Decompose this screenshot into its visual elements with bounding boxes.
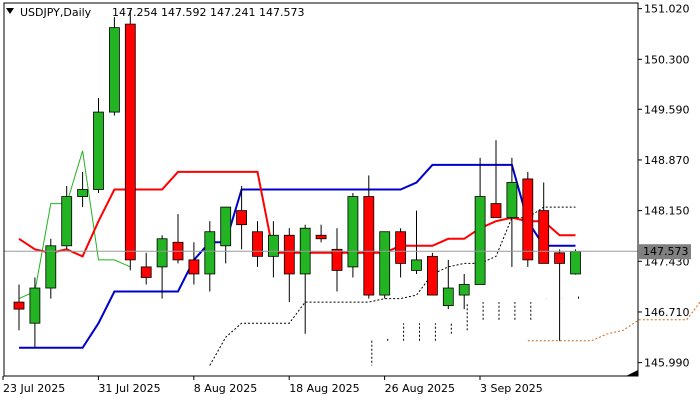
candle <box>220 206 232 264</box>
chikou-span-line <box>18 150 131 300</box>
candle-body-bull <box>29 287 41 324</box>
symbol-label: USDJPY,Daily <box>20 6 92 19</box>
current-price-tag: 147.573 <box>639 244 691 260</box>
candle <box>411 210 422 274</box>
candle <box>93 98 104 194</box>
candle-body-bear <box>283 234 295 275</box>
candle-body-bull <box>220 206 232 247</box>
candle <box>283 228 295 303</box>
current-price-label: 147.573 <box>643 245 689 258</box>
candle-body-bear <box>236 210 248 226</box>
candle-body-bull <box>77 189 88 197</box>
candle <box>506 157 518 267</box>
candle <box>267 221 279 278</box>
candles <box>13 10 581 348</box>
candle-body-bull <box>570 251 581 275</box>
candle-body-bear <box>554 252 565 264</box>
x-tick-label: 18 Aug 2025 <box>289 382 359 395</box>
candle-body-bull <box>61 196 73 247</box>
candle <box>77 171 88 208</box>
candle-body-bull <box>93 111 104 190</box>
candle-body-bull <box>204 231 216 275</box>
candle <box>570 249 581 275</box>
y-tick-label: 150.300 <box>644 53 690 66</box>
candle-body-bear <box>426 255 438 296</box>
scroll-shift-icon[interactable] <box>626 370 638 376</box>
x-axis: 23 Jul 2025 31 Jul 2025 8 Aug 2025 18 Aug 2… <box>2 376 543 395</box>
candle <box>538 182 550 264</box>
candle <box>61 185 73 250</box>
candle <box>315 224 327 243</box>
candle <box>13 284 25 331</box>
candle-body-bull <box>109 27 120 113</box>
candle <box>109 17 120 116</box>
candle <box>331 228 343 292</box>
candle-body-bear <box>331 248 343 271</box>
candle <box>442 259 454 310</box>
candle <box>379 231 391 299</box>
x-tick-label: 8 Aug 2025 <box>194 382 257 395</box>
candle <box>252 221 263 267</box>
candle-body-bull <box>379 231 391 296</box>
x-tick-label: 3 Sep 2025 <box>480 382 543 395</box>
y-tick-label: 145.990 <box>644 357 690 370</box>
candle <box>363 175 375 299</box>
candle-body-bull <box>347 196 359 268</box>
candle <box>156 235 168 299</box>
x-tick-label: 26 Aug 2025 <box>385 382 455 395</box>
dropdown-triangle-icon[interactable] <box>6 8 14 14</box>
candle-body-bull <box>474 196 486 285</box>
candle-body-bear <box>522 178 534 261</box>
candle-body-bear <box>395 231 407 264</box>
candle <box>395 228 407 278</box>
ohlc-readout: 147.254 147.592 147.241 147.573 <box>112 6 304 19</box>
candle <box>236 185 248 250</box>
candle <box>140 252 152 285</box>
y-axis: 151.020150.300149.590148.870148.150147.4… <box>638 3 690 370</box>
candle-body-bear <box>252 231 263 257</box>
candle-body-bull <box>506 182 518 219</box>
candle <box>347 193 359 278</box>
candle <box>188 242 200 285</box>
candle-body-bear <box>124 23 136 261</box>
candle <box>204 221 216 292</box>
candle-body-bull <box>458 284 470 296</box>
candle-body-bear <box>140 266 152 278</box>
candle-body-bull <box>442 287 454 307</box>
x-tick-label: 23 Jul 2025 <box>3 382 65 395</box>
y-tick-label: 148.870 <box>644 154 690 167</box>
candle <box>29 277 41 348</box>
candle-body-bull <box>45 245 57 289</box>
y-tick-label: 148.150 <box>644 205 690 218</box>
candle <box>490 140 502 219</box>
candle-body-bear <box>188 259 200 275</box>
candle <box>458 273 470 310</box>
candle <box>522 171 534 267</box>
candle <box>124 10 136 271</box>
candle-body-bull <box>156 238 168 268</box>
candle <box>45 238 57 299</box>
candle-body-bull <box>411 259 422 271</box>
candle-body-bear <box>315 234 327 240</box>
current-price-tag-bg <box>639 244 691 260</box>
candle-body-bull <box>267 234 279 257</box>
kijun-sen-line <box>19 163 576 349</box>
x-tick-label: 31 Jul 2025 <box>98 382 160 395</box>
candle-body-bear <box>13 301 25 310</box>
candle-body-bear <box>363 196 375 296</box>
plot-frame <box>3 2 639 377</box>
y-tick-label: 151.020 <box>644 3 690 16</box>
candle <box>474 157 486 285</box>
candle-body-bear <box>538 210 550 264</box>
candle <box>554 249 565 341</box>
candle <box>426 252 438 296</box>
y-tick-label: 146.710 <box>644 306 690 319</box>
candle-body-bear <box>490 203 502 219</box>
y-tick-label: 149.590 <box>644 103 690 116</box>
